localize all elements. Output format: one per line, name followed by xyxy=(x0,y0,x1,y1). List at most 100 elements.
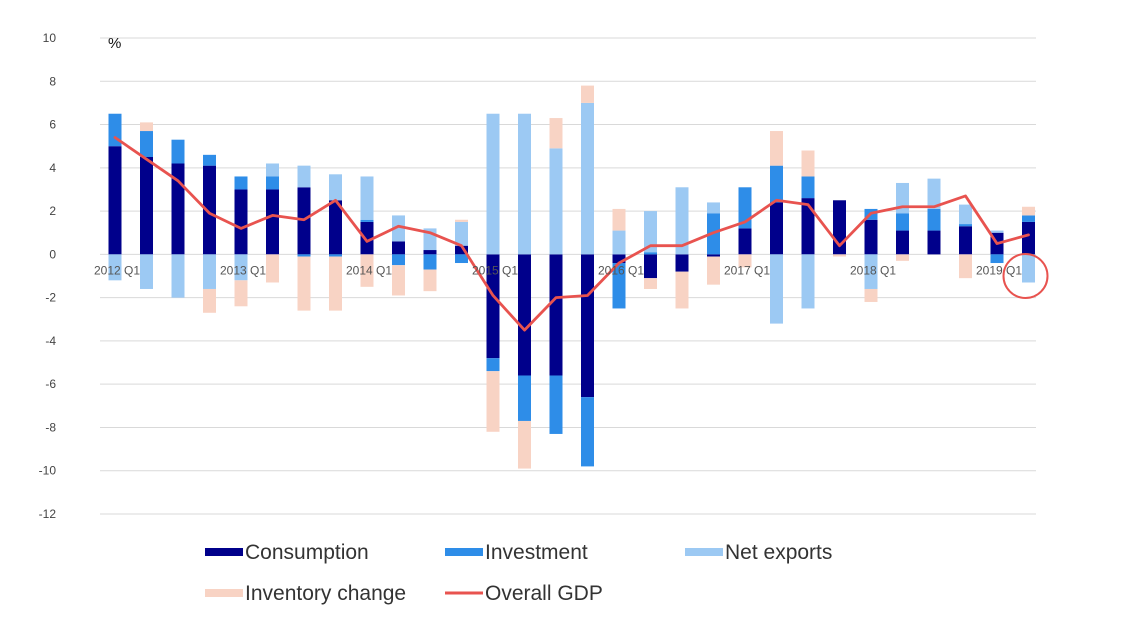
bar-inventory-change xyxy=(959,254,972,279)
bar-inventory-change xyxy=(234,280,248,307)
bar-investment xyxy=(297,254,311,257)
bar-net-exports xyxy=(675,187,689,255)
bar-inventory-change xyxy=(360,254,374,287)
bar-net-exports xyxy=(392,215,405,242)
bar-net-exports xyxy=(707,202,720,214)
bar-investment xyxy=(644,252,657,255)
legend-swatch-investment xyxy=(445,548,483,556)
y-tick-label: -12 xyxy=(39,507,57,521)
legend-swatch-consumption xyxy=(205,548,243,556)
bar-consumption xyxy=(864,219,878,255)
legend-swatch-net-exports xyxy=(685,548,723,556)
bar-consumption xyxy=(770,202,783,255)
x-tick-label: 2014 Q1 xyxy=(346,263,392,277)
bar-consumption xyxy=(266,189,279,255)
x-tick-label: 2015 Q1 xyxy=(472,263,518,277)
y-tick-label: -2 xyxy=(45,291,56,305)
bar-net-exports xyxy=(549,148,563,255)
legend-swatch-inventory-change xyxy=(205,589,243,597)
bar-consumption xyxy=(959,226,972,255)
x-tick-label: 2013 Q1 xyxy=(220,263,266,277)
bar-net-exports xyxy=(171,254,185,298)
bar-inventory-change xyxy=(329,256,342,311)
bar-investment xyxy=(518,375,531,421)
bar-inventory-change xyxy=(423,269,437,292)
bar-investment xyxy=(770,165,783,203)
highlight-circle-annotation xyxy=(1002,253,1049,299)
bar-investment xyxy=(234,176,248,190)
series-line-overall-gdp xyxy=(113,136,1030,332)
bar-net-exports xyxy=(959,204,972,225)
x-tick-label: 2018 Q1 xyxy=(850,263,896,277)
bar-consumption xyxy=(738,228,752,255)
bar-consumption xyxy=(108,146,122,255)
y-tick-label: 6 xyxy=(49,118,56,132)
bar-investment xyxy=(1022,215,1035,222)
y-tick-label: 2 xyxy=(49,204,56,218)
y-tick-label: 8 xyxy=(49,74,56,88)
bar-consumption xyxy=(140,157,153,255)
legend-label-investment: Investment xyxy=(485,541,588,564)
bar-investment xyxy=(549,375,563,434)
bar-net-exports xyxy=(329,174,342,201)
bar-net-exports xyxy=(203,254,216,289)
bar-investment xyxy=(360,219,374,222)
bar-inventory-change xyxy=(297,256,311,311)
bar-consumption xyxy=(581,254,594,398)
bar-net-exports xyxy=(360,176,374,220)
annotation-layer xyxy=(1002,253,1049,299)
bar-net-exports xyxy=(140,254,153,289)
bar-investment xyxy=(896,213,909,231)
bar-net-exports xyxy=(770,254,783,324)
bar-investment xyxy=(990,254,1004,264)
bar-inventory-change xyxy=(644,278,657,289)
bar-investment xyxy=(959,224,972,227)
bar-consumption xyxy=(896,230,909,255)
bar-consumption xyxy=(612,254,626,264)
bar-inventory-change xyxy=(864,288,878,302)
bar-investment xyxy=(927,208,941,231)
bar-net-exports xyxy=(581,102,594,255)
bar-net-exports xyxy=(644,211,657,253)
bar-net-exports xyxy=(864,254,878,289)
bar-investment xyxy=(266,176,279,190)
x-tick-label: 2016 Q1 xyxy=(598,263,644,277)
bar-inventory-change xyxy=(203,288,216,313)
bar-consumption xyxy=(203,165,216,255)
bar-inventory-change xyxy=(392,265,405,296)
bar-inventory-change xyxy=(896,254,909,261)
bar-inventory-change xyxy=(738,254,752,268)
bar-investment xyxy=(581,397,594,467)
bar-investment xyxy=(612,263,626,309)
y-tick-label: 0 xyxy=(49,247,56,261)
legend-label-net-exports: Net exports xyxy=(725,541,832,564)
bar-consumption xyxy=(644,254,657,279)
bar-consumption xyxy=(329,200,342,255)
bar-net-exports xyxy=(1022,254,1035,283)
y-tick-label: -10 xyxy=(39,464,57,478)
y-axis-unit-label: % xyxy=(108,35,121,52)
bar-consumption xyxy=(549,254,563,376)
bar-inventory-change xyxy=(581,85,594,103)
bar-investment xyxy=(329,254,342,257)
bar-inventory-change xyxy=(675,271,689,309)
legend-label-inventory-change: Inventory change xyxy=(245,582,406,605)
bar-consumption xyxy=(707,254,720,257)
bar-consumption xyxy=(171,163,185,255)
bar-consumption xyxy=(486,254,500,359)
bar-investment xyxy=(392,254,405,266)
bar-inventory-change xyxy=(486,371,500,432)
bar-net-exports xyxy=(612,230,626,255)
bar-inventory-change xyxy=(612,208,626,231)
bar-consumption xyxy=(392,241,405,255)
bar-net-exports xyxy=(455,221,468,246)
x-tick-label: 2019 Q1 xyxy=(976,263,1022,277)
bar-investment xyxy=(140,131,153,157)
x-tick-label: 2012 Q1 xyxy=(94,263,140,277)
bar-consumption xyxy=(234,189,248,255)
bar-inventory-change xyxy=(549,118,563,149)
bar-net-exports xyxy=(486,113,500,255)
bar-inventory-change xyxy=(770,131,783,166)
